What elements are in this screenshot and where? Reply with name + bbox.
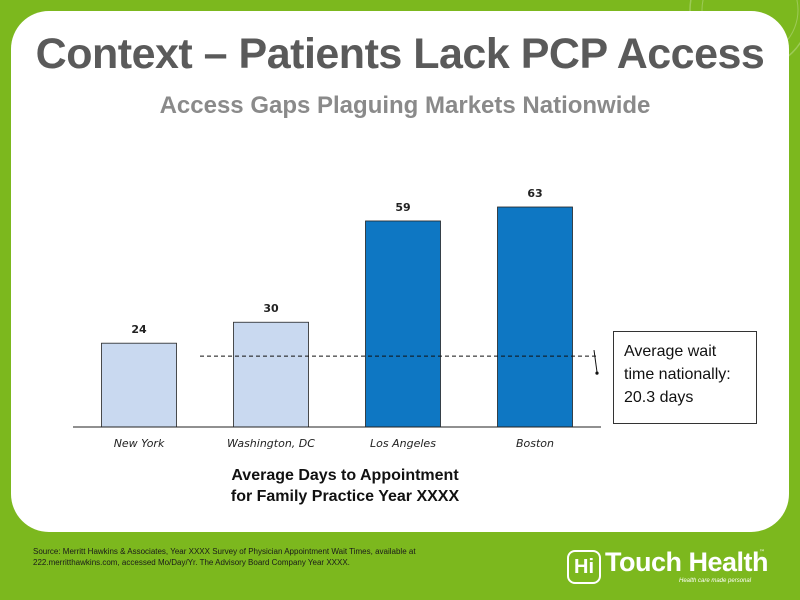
bar-2	[365, 220, 441, 428]
company-logo: Hi Touch Health ™ Health care made perso…	[567, 547, 769, 585]
data-label-1: 30	[263, 302, 279, 315]
data-label-2: 59	[395, 201, 410, 214]
x-tick-label-1: Washington, DC	[227, 437, 315, 450]
bar-3	[497, 206, 573, 428]
callout-line-1: Average wait	[624, 343, 717, 360]
data-label-0: 24	[131, 323, 147, 336]
x-tick-label-0: New York	[114, 437, 165, 450]
callout-connector-dot	[595, 371, 599, 375]
data-label-3: 63	[527, 187, 542, 200]
bar-0	[101, 342, 177, 428]
logo-tagline: Health care made personal	[679, 578, 752, 584]
logo-name: Touch Health	[605, 547, 769, 577]
callout-line-3: 20.3 days	[624, 389, 694, 406]
x-tick-label-3: Boston	[516, 437, 554, 450]
bar-1	[233, 321, 309, 428]
callout-line-2: time nationally:	[624, 366, 731, 383]
x-tick-label-2: Los Angeles	[370, 437, 436, 450]
logo-trademark: ™	[759, 549, 765, 556]
source-note: Source: Merritt Hawkins & Associates, Ye…	[33, 547, 416, 567]
caption-line-1: Average Days to Appointment	[231, 467, 459, 484]
slide-title: Context – Patients Lack PCP Access	[35, 30, 765, 78]
callout-connector	[593, 350, 598, 373]
logo-badge: Hi	[567, 550, 601, 584]
chart-caption: Average Days to Appointment for Family P…	[170, 465, 520, 507]
slide-subtitle: Access Gaps Plaguing Markets Nationwide	[159, 92, 651, 119]
national-average-callout: Average wait time nationally: 20.3 days	[613, 331, 757, 424]
caption-line-2: for Family Practice Year XXXX	[230, 488, 460, 505]
